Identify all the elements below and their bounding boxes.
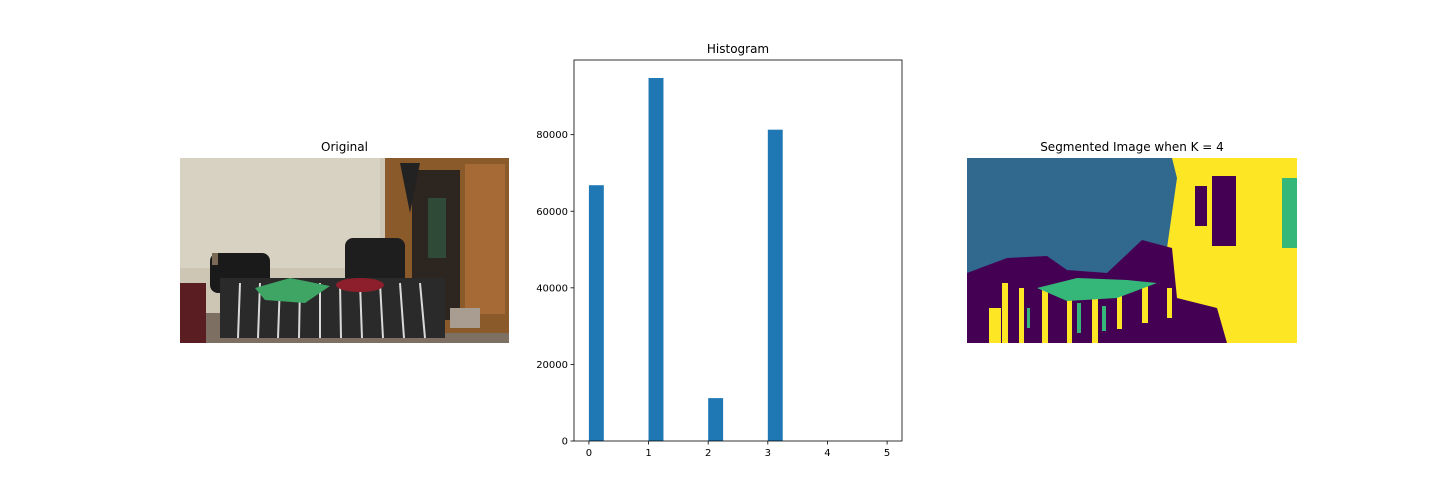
y-tick-label: 0 — [562, 437, 568, 448]
y-tick-label: 80000 — [536, 130, 568, 141]
x-tick-label: 2 — [705, 448, 711, 459]
x-tick-label: 1 — [645, 448, 651, 459]
x-tick-label: 5 — [884, 448, 890, 459]
segmented-title: Segmented Image when K = 4 — [1040, 140, 1224, 154]
histogram-bar-3 — [767, 129, 783, 442]
histogram-bar-2 — [708, 398, 724, 441]
histogram-bars — [588, 77, 783, 442]
histogram-bar-1 — [648, 77, 664, 442]
segmented-image — [967, 158, 1297, 343]
y-tick-label: 20000 — [536, 360, 568, 371]
histogram-title: Histogram — [706, 42, 770, 56]
x-tick-label: 0 — [586, 448, 592, 459]
x-tick-label: 4 — [824, 448, 830, 459]
histogram-bar-0 — [588, 185, 604, 441]
original-title: Original — [321, 140, 368, 154]
plot-frame — [573, 59, 903, 442]
y-tick-label: 40000 — [536, 283, 568, 294]
histogram-axes: 0 1 2 3 4 5 0 20000 40000 60000 80000 — [536, 59, 903, 459]
original-photo — [180, 158, 509, 343]
y-tick-label: 60000 — [536, 207, 568, 218]
x-tick-label: 3 — [765, 448, 771, 459]
